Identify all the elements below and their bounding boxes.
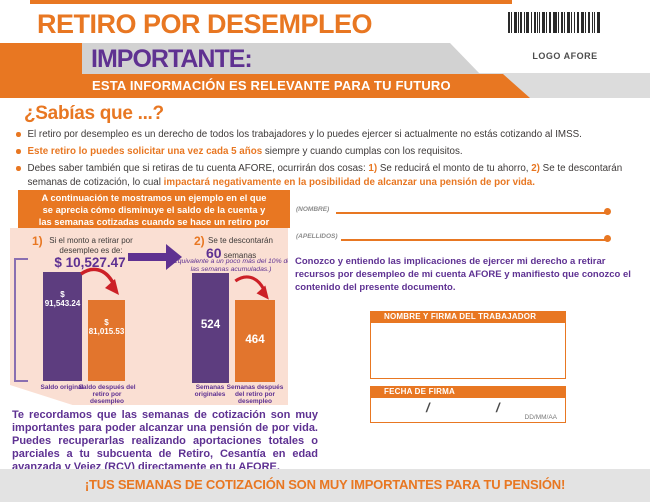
bar-category-label: Semanas después del retiro por desempleo (226, 384, 284, 405)
example-box-header: A continuación te mostramos un ejemplo e… (18, 190, 290, 239)
date-box-header: FECHA DE FIRMA (370, 386, 566, 398)
importante-label: IMPORTANTE: (91, 45, 253, 73)
afore-logo-placeholder: LOGO AFORE (532, 51, 598, 61)
withdrawal-amount: $ 10,527.47 (54, 255, 126, 270)
reminder-paragraph: Te recordamos que las semanas de cotizac… (12, 409, 318, 473)
bullet-text: El retiro por desempleo es un derecho de… (27, 129, 582, 140)
bar-semanas-despues: 464 (235, 300, 275, 382)
date-separator: / (426, 400, 430, 415)
footer-message: ¡TUS SEMANAS DE COTIZACIÓN SON MUY IMPOR… (84, 477, 566, 492)
date-box: FECHA DE FIRMA / / DD/MM/AA (370, 386, 566, 423)
bar-category-label: Saldo después del retiro por desempleo (78, 384, 136, 405)
page-title: RETIRO POR DESEMPLEO (37, 9, 373, 39)
bracket-icon (14, 258, 28, 382)
top-accent-strip (30, 0, 512, 4)
example-header-line2: se aprecia cómo disminuye el saldo de la… (42, 205, 266, 215)
apellidos-input-line[interactable] (341, 239, 606, 241)
bullet-text: Debes saber también que si retiras de tu… (27, 163, 623, 188)
bar-semanas-originales: 524 (192, 273, 229, 383)
step1-text: Si el monto a retirar por desempleo es d… (49, 236, 133, 255)
bullet-icon (16, 132, 21, 137)
decrease-arrow-icon (79, 267, 119, 295)
bullet-icon (16, 149, 21, 154)
list-item: Debes saber también que si retiras de tu… (16, 162, 642, 189)
weeks-discounted: 60 semanas (206, 245, 257, 261)
bar-saldo-original: $ 91,543.24 (43, 272, 82, 381)
arrow-right-icon (128, 244, 184, 270)
step1-number: 1) (32, 234, 43, 248)
list-item: El retiro por desempleo es un derecho de… (16, 128, 642, 142)
nombre-field-label: (NOMBRE) (296, 206, 330, 213)
date-input-area[interactable]: / / DD/MM/AA (370, 398, 566, 423)
example-header-line1: A continuación te mostramos un ejemplo e… (41, 193, 267, 203)
bar-saldo-despues: $ 81,015.53 (88, 300, 125, 381)
bullet-icon (16, 166, 21, 171)
bar-category-label: Saldo original (40, 384, 84, 391)
date-format-hint: DD/MM/AA (524, 414, 558, 421)
apellidos-field-label: (APELLIDOS) (296, 233, 338, 240)
acknowledgement-paragraph: Conozco y entiendo las implicaciones de … (295, 256, 631, 293)
bullet-text: Este retiro lo puedes solicitar una vez … (27, 146, 463, 157)
date-separator: / (496, 400, 500, 415)
example-chart-panel: 1) Si el monto a retirar por desempleo e… (10, 228, 288, 405)
footer-bar: ¡TUS SEMANAS DE COTIZACIÓN SON MUY IMPOR… (0, 469, 650, 502)
nombre-input-line[interactable] (336, 212, 606, 214)
list-item: Este retiro lo puedes solicitar una vez … (16, 145, 642, 159)
bullet-list: El retiro por desempleo es un derecho de… (16, 128, 642, 193)
signature-box: NOMBRE Y FIRMA DEL TRABAJADOR (370, 311, 566, 379)
step2-number: 2) (194, 234, 205, 248)
banner-subtitle: ESTA INFORMACIÓN ES RELEVANTE PARA TU FU… (92, 78, 451, 93)
signature-box-header: NOMBRE Y FIRMA DEL TRABAJADOR (370, 311, 566, 323)
decrease-arrow-icon (234, 275, 269, 300)
line-end-dot (604, 235, 611, 242)
step2-text: Se te descontarán (208, 236, 273, 245)
section-title-sabias: ¿Sabías que ...? (24, 103, 164, 124)
barcode (508, 12, 600, 33)
bar-category-label: Semanas originales (194, 384, 226, 398)
equivalence-note: (Equivalente a un poco más del 10% de la… (170, 258, 292, 273)
signature-area[interactable] (370, 323, 566, 379)
line-end-dot (604, 208, 611, 215)
importante-banner: IMPORTANTE: (82, 43, 480, 74)
